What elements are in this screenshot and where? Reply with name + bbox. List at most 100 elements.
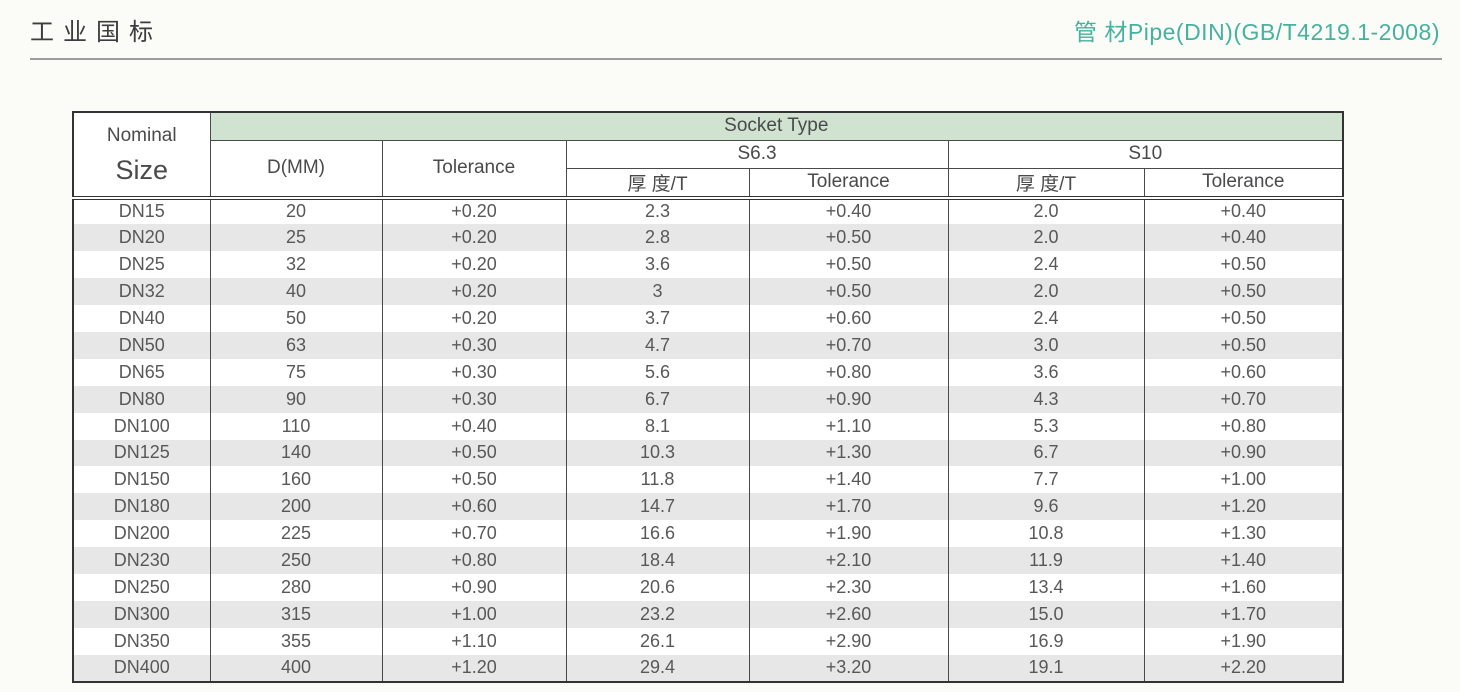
table-row: DN20 25 +0.20 2.8 +0.50 2.0 +0.40 xyxy=(72,224,1344,252)
table-row: DN80 90 +0.30 6.7 +0.90 4.3 +0.70 xyxy=(72,385,1344,413)
table-cell: 40 xyxy=(209,278,383,306)
table-cell: 26.1 xyxy=(565,627,750,655)
table-row: DN50 63 +0.30 4.7 +0.70 3.0 +0.50 xyxy=(72,331,1344,359)
table-cell: 2.4 xyxy=(947,251,1145,279)
table-cell: +0.50 xyxy=(1143,305,1344,332)
header-tolerance-d: Tolerance xyxy=(381,139,567,198)
table-cell: 200 xyxy=(209,493,383,521)
table-cell: 2.0 xyxy=(947,224,1145,252)
table-row: DN25 32 +0.20 3.6 +0.50 2.4 +0.50 xyxy=(72,251,1344,279)
table-cell: DN300 xyxy=(72,600,211,628)
table-cell: DN80 xyxy=(72,385,211,413)
table-cell: 3.6 xyxy=(947,358,1145,386)
table-cell: 20.6 xyxy=(565,573,750,601)
table-cell: +0.70 xyxy=(1143,385,1344,413)
table-cell: +0.80 xyxy=(381,547,567,574)
table-cell: 3.0 xyxy=(947,331,1145,359)
table-cell: 2.3 xyxy=(565,195,750,225)
table-cell: 23.2 xyxy=(565,600,750,628)
table-cell: 18.4 xyxy=(565,547,750,574)
table-row: DN32 40 +0.20 3 +0.50 2.0 +0.50 xyxy=(72,278,1344,306)
header-thickness-s10: 厚 度/T xyxy=(947,167,1145,198)
table-header: Nominal Size Socket Type D(MM) Tolerance… xyxy=(72,111,1344,198)
table-cell: 2.0 xyxy=(947,195,1145,225)
table-cell: +0.70 xyxy=(748,331,949,359)
table-cell: +0.20 xyxy=(381,224,567,252)
table-cell: 6.7 xyxy=(565,385,750,413)
table-row: DN250 280 +0.90 20.6 +2.30 13.4 +1.60 xyxy=(72,573,1344,601)
table-cell: +0.30 xyxy=(381,331,567,359)
table-cell: +1.30 xyxy=(748,439,949,467)
table-cell: +0.50 xyxy=(748,251,949,279)
table-cell: DN25 xyxy=(72,251,211,279)
table-cell: 315 xyxy=(209,600,383,628)
table-cell: 11.9 xyxy=(947,547,1145,574)
table-cell: 140 xyxy=(209,439,383,467)
table-cell: +0.50 xyxy=(748,224,949,252)
table-cell: 20 xyxy=(209,195,383,225)
table-cell: +0.80 xyxy=(1143,412,1344,440)
table-cell: DN50 xyxy=(72,331,211,359)
table-cell: 3 xyxy=(565,278,750,306)
table-cell: 11.8 xyxy=(565,466,750,494)
table-cell: 5.3 xyxy=(947,412,1145,440)
table-cell: DN180 xyxy=(72,493,211,521)
table-cell: +1.10 xyxy=(381,627,567,655)
header-nominal-size: Nominal Size xyxy=(72,111,211,198)
table-cell: 8.1 xyxy=(565,412,750,440)
table-cell: 355 xyxy=(209,627,383,655)
table-cell: +1.70 xyxy=(748,493,949,521)
table-cell: DN350 xyxy=(72,627,211,655)
table-cell: +0.30 xyxy=(381,385,567,413)
table-cell: 75 xyxy=(209,358,383,386)
table-cell: +0.60 xyxy=(1143,358,1344,386)
table-row: DN400 400 +1.20 29.4 +3.20 19.1 +2.20 xyxy=(72,654,1344,682)
header-row-2: D(MM) Tolerance S6.3 S10 xyxy=(73,139,1344,198)
table-cell: +0.50 xyxy=(1143,251,1344,279)
table-row: DN150 160 +0.50 11.8 +1.40 7.7 +1.00 xyxy=(72,466,1344,494)
table-cell: +0.20 xyxy=(381,278,567,306)
header-divider-rule xyxy=(30,58,1442,60)
page-title: 工业国标 xyxy=(30,19,162,46)
table-cell: 13.4 xyxy=(947,573,1145,601)
table-cell: +1.00 xyxy=(381,600,567,628)
table-cell: 7.7 xyxy=(947,466,1145,494)
table-cell: 16.9 xyxy=(947,627,1145,655)
table-cell: DN100 xyxy=(72,412,211,440)
table-cell: +0.50 xyxy=(381,466,567,494)
table-cell: +0.80 xyxy=(748,358,949,386)
header-row-3: 厚 度/T Tolerance 厚 度/T Tolerance xyxy=(73,167,1344,198)
table-cell: 400 xyxy=(209,654,383,682)
table-cell: +2.20 xyxy=(1143,654,1344,682)
table-cell: +0.90 xyxy=(1143,439,1344,467)
table-cell: +0.20 xyxy=(381,251,567,279)
table-row: DN200 225 +0.70 16.6 +1.90 10.8 +1.30 xyxy=(72,520,1344,548)
table-cell: +0.30 xyxy=(381,358,567,386)
table-cell: +0.90 xyxy=(381,573,567,601)
table-cell: DN32 xyxy=(72,278,211,306)
table-cell: +0.50 xyxy=(1143,331,1344,359)
header-tolerance-s10: Tolerance xyxy=(1143,167,1344,198)
header-group-s10: S10 xyxy=(947,139,1344,169)
table-cell: 50 xyxy=(209,305,383,332)
table-cell: 250 xyxy=(209,547,383,574)
table-cell: 4.3 xyxy=(947,385,1145,413)
table-cell: +0.40 xyxy=(1143,224,1344,252)
header-size-label: Size xyxy=(115,154,169,185)
table-cell: DN40 xyxy=(72,305,211,332)
header-nominal-label: Nominal xyxy=(106,124,177,146)
table-cell: +1.90 xyxy=(748,520,949,548)
table-cell: +1.30 xyxy=(1143,520,1344,548)
table-cell: 4.7 xyxy=(565,331,750,359)
table-cell: +0.40 xyxy=(1143,195,1344,225)
table-cell: +1.90 xyxy=(1143,627,1344,655)
table-cell: +1.40 xyxy=(1143,547,1344,574)
table-cell: +3.20 xyxy=(748,654,949,682)
table-cell: +0.40 xyxy=(748,195,949,225)
pipe-spec-table: Nominal Size Socket Type D(MM) Tolerance… xyxy=(72,111,1345,683)
table-cell: 5.6 xyxy=(565,358,750,386)
table-cell: +1.60 xyxy=(1143,573,1344,601)
spec-standard-title: 管 材Pipe(DIN)(GB/T4219.1-2008) xyxy=(1073,19,1440,45)
table-cell: 2.0 xyxy=(947,278,1145,306)
table-cell: +2.30 xyxy=(748,573,949,601)
